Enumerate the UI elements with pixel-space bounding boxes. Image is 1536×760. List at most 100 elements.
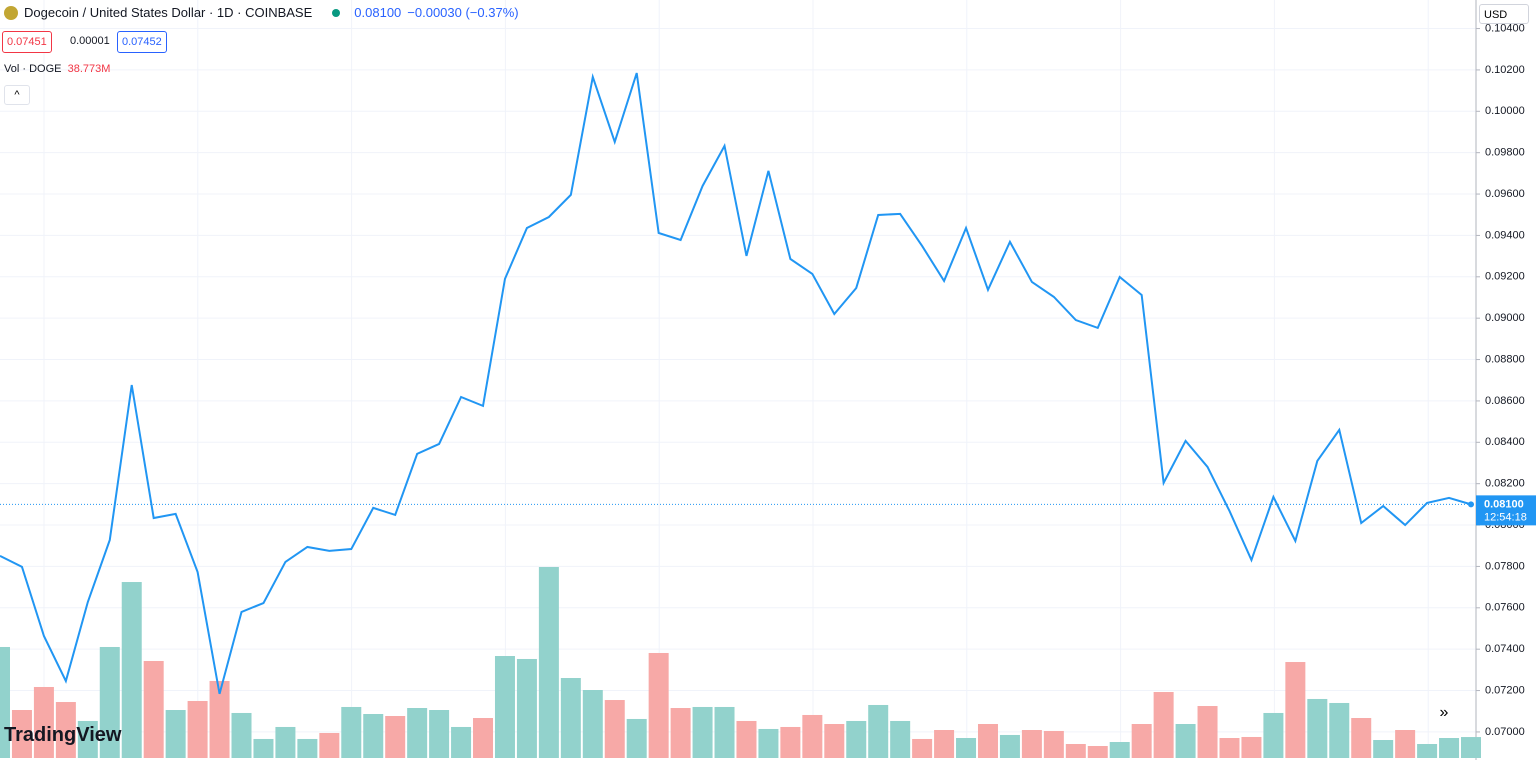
volume-bar bbox=[473, 718, 494, 758]
volume-legend: Vol · DOGE 38.773M bbox=[4, 63, 110, 75]
volume-bar bbox=[758, 728, 779, 758]
volume-bar bbox=[516, 658, 537, 758]
price-label-box bbox=[1476, 495, 1536, 526]
y-tick-label: 0.07000 bbox=[1485, 726, 1525, 738]
last-value: 0.08100 bbox=[354, 5, 402, 20]
volume-bar bbox=[1065, 744, 1086, 758]
price-line bbox=[0, 72, 1472, 695]
volume-bar bbox=[319, 732, 340, 758]
volume-bar bbox=[363, 714, 384, 758]
volume-bar bbox=[231, 712, 252, 758]
volume-bar bbox=[275, 726, 296, 758]
volume-bar bbox=[1417, 744, 1438, 758]
volume-bar bbox=[187, 700, 208, 758]
brand: TradingView bbox=[4, 724, 122, 746]
volume-bar bbox=[297, 738, 318, 758]
volume-bar bbox=[1197, 706, 1218, 758]
volume-bar bbox=[341, 706, 362, 758]
volume-last: 38.773M bbox=[67, 63, 111, 75]
volume-name: Vol · DOGE bbox=[4, 63, 62, 75]
volume-bar bbox=[385, 716, 406, 758]
volume-bar bbox=[648, 652, 669, 758]
y-tick-label: 0.08400 bbox=[1485, 436, 1525, 448]
volume-bar bbox=[999, 734, 1020, 758]
y-tick-label: 0.08200 bbox=[1485, 478, 1525, 490]
y-tick-label: 0.09200 bbox=[1485, 271, 1525, 283]
y-tick-label: 0.09800 bbox=[1485, 147, 1525, 159]
y-tick-label: 0.10000 bbox=[1485, 105, 1525, 117]
bid[interactable]: 0.07451 bbox=[2, 31, 52, 53]
volume-bar bbox=[1373, 740, 1394, 758]
volume-bar bbox=[1241, 736, 1262, 758]
volume-bar bbox=[0, 646, 10, 758]
volume-bar bbox=[538, 567, 559, 758]
y-tick-label: 0.07200 bbox=[1485, 684, 1525, 696]
volume-bar bbox=[253, 738, 274, 758]
volume-bar bbox=[846, 720, 867, 758]
volume-bar bbox=[407, 708, 428, 758]
volume-bar bbox=[692, 706, 713, 758]
symbol-title[interactable]: Dogecoin / United States Dollar · 1D · C… bbox=[24, 5, 313, 20]
volume-bar bbox=[582, 690, 603, 758]
volume-bar bbox=[451, 726, 472, 758]
logo bbox=[4, 5, 18, 20]
y-tick-label: 0.07400 bbox=[1485, 643, 1525, 655]
volume-bar bbox=[802, 714, 823, 758]
volume-bar bbox=[670, 708, 691, 758]
price-label: 0.08100 bbox=[1484, 498, 1524, 510]
volume-bar bbox=[11, 710, 32, 758]
market-status bbox=[332, 8, 341, 17]
volume-bar bbox=[934, 730, 955, 758]
volume-bar bbox=[99, 646, 120, 758]
volume-bar bbox=[1021, 730, 1042, 758]
change: −0.00030 (−0.37%) bbox=[407, 5, 519, 20]
y-tick-label: 0.08600 bbox=[1485, 395, 1525, 407]
volume-bar bbox=[1263, 712, 1284, 758]
volume-bar bbox=[714, 706, 735, 758]
volume-bar bbox=[165, 710, 186, 758]
volume-bar bbox=[560, 678, 581, 758]
volume-bar bbox=[912, 738, 933, 758]
volume-bar bbox=[1395, 730, 1416, 758]
volume-bar bbox=[33, 686, 54, 758]
volume-bar bbox=[824, 724, 845, 758]
countdown: 12:54:18 bbox=[1484, 511, 1527, 523]
volume-bar bbox=[736, 720, 757, 758]
scroll-button[interactable]: » bbox=[1432, 702, 1456, 724]
volume-bar bbox=[1307, 698, 1328, 758]
y-tick-label: 0.09000 bbox=[1485, 312, 1525, 324]
currency-select[interactable]: USD bbox=[1479, 4, 1529, 24]
volume-bar bbox=[121, 582, 142, 758]
volume-bar bbox=[1131, 724, 1152, 758]
volume-bar bbox=[1329, 702, 1350, 758]
volume-bar bbox=[1175, 724, 1196, 758]
volume-bar bbox=[604, 700, 625, 758]
header: Dogecoin / United States Dollar · 1D · C… bbox=[4, 5, 519, 20]
volume-bar bbox=[1109, 742, 1130, 758]
ask[interactable]: 0.07452 bbox=[117, 31, 167, 53]
collapse-button[interactable]: ^ bbox=[4, 85, 30, 105]
volume-bar bbox=[1087, 746, 1108, 758]
volume-bar bbox=[1439, 738, 1460, 758]
volume-bar bbox=[55, 702, 76, 758]
volume-bar bbox=[626, 718, 647, 758]
volume-bar bbox=[143, 660, 164, 758]
volume-bar bbox=[890, 720, 911, 758]
volume-bar bbox=[429, 710, 450, 758]
volume-bar bbox=[956, 738, 977, 758]
y-tick-label: 0.09400 bbox=[1485, 229, 1525, 241]
last-point bbox=[1468, 501, 1474, 508]
volume-bar bbox=[977, 724, 998, 758]
volume-bar bbox=[77, 720, 98, 758]
y-tick-label: 0.10200 bbox=[1485, 64, 1525, 76]
volume-bar bbox=[1153, 692, 1174, 758]
y-tick-label: 0.08800 bbox=[1485, 353, 1525, 365]
volume-bar bbox=[868, 704, 889, 758]
volume-bar bbox=[1351, 718, 1372, 758]
spread: 0.00001 bbox=[66, 31, 114, 51]
y-tick-label: 0.07600 bbox=[1485, 602, 1525, 614]
volume-bar bbox=[1043, 730, 1064, 758]
volume-bar bbox=[494, 656, 515, 758]
